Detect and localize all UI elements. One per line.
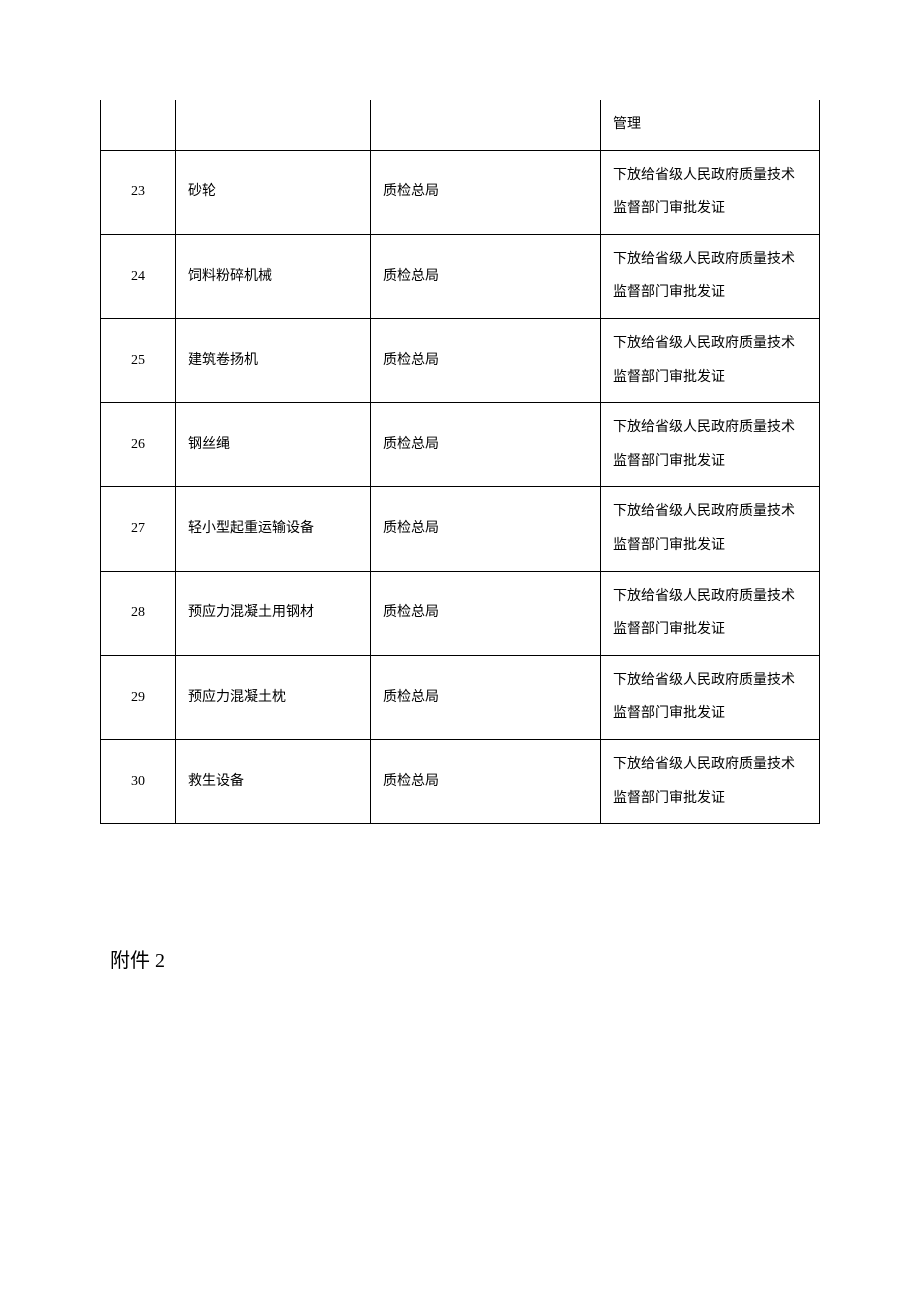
table-row: 30 救生设备 质检总局 下放给省级人民政府质量技术监督部门审批发证 bbox=[101, 739, 820, 823]
cell-num: 24 bbox=[101, 234, 176, 318]
data-table: 管理 23 砂轮 质检总局 下放给省级人民政府质量技术监督部门审批发证 24 饲… bbox=[100, 100, 820, 824]
cell-note: 下放给省级人民政府质量技术监督部门审批发证 bbox=[601, 403, 820, 487]
table-row-partial: 管理 bbox=[101, 100, 820, 150]
cell-dept: 质检总局 bbox=[371, 150, 601, 234]
table-row: 29 预应力混凝土枕 质检总局 下放给省级人民政府质量技术监督部门审批发证 bbox=[101, 655, 820, 739]
cell-name: 钢丝绳 bbox=[176, 403, 371, 487]
cell-num: 26 bbox=[101, 403, 176, 487]
cell-num: 23 bbox=[101, 150, 176, 234]
cell-name bbox=[176, 100, 371, 150]
cell-num: 25 bbox=[101, 318, 176, 402]
cell-note: 管理 bbox=[601, 100, 820, 150]
cell-note: 下放给省级人民政府质量技术监督部门审批发证 bbox=[601, 571, 820, 655]
cell-dept: 质检总局 bbox=[371, 571, 601, 655]
cell-note: 下放给省级人民政府质量技术监督部门审批发证 bbox=[601, 487, 820, 571]
cell-dept bbox=[371, 100, 601, 150]
cell-note: 下放给省级人民政府质量技术监督部门审批发证 bbox=[601, 739, 820, 823]
table-row: 24 饲料粉碎机械 质检总局 下放给省级人民政府质量技术监督部门审批发证 bbox=[101, 234, 820, 318]
cell-name: 建筑卷扬机 bbox=[176, 318, 371, 402]
cell-dept: 质检总局 bbox=[371, 487, 601, 571]
table-row: 26 钢丝绳 质检总局 下放给省级人民政府质量技术监督部门审批发证 bbox=[101, 403, 820, 487]
cell-num bbox=[101, 100, 176, 150]
table-body: 管理 23 砂轮 质检总局 下放给省级人民政府质量技术监督部门审批发证 24 饲… bbox=[101, 100, 820, 824]
cell-name: 轻小型起重运输设备 bbox=[176, 487, 371, 571]
cell-dept: 质检总局 bbox=[371, 318, 601, 402]
cell-name: 预应力混凝土用钢材 bbox=[176, 571, 371, 655]
table-row: 27 轻小型起重运输设备 质检总局 下放给省级人民政府质量技术监督部门审批发证 bbox=[101, 487, 820, 571]
cell-dept: 质检总局 bbox=[371, 234, 601, 318]
table-row: 28 预应力混凝土用钢材 质检总局 下放给省级人民政府质量技术监督部门审批发证 bbox=[101, 571, 820, 655]
cell-name: 救生设备 bbox=[176, 739, 371, 823]
table-row: 23 砂轮 质检总局 下放给省级人民政府质量技术监督部门审批发证 bbox=[101, 150, 820, 234]
cell-num: 27 bbox=[101, 487, 176, 571]
cell-note: 下放给省级人民政府质量技术监督部门审批发证 bbox=[601, 234, 820, 318]
table-row: 25 建筑卷扬机 质检总局 下放给省级人民政府质量技术监督部门审批发证 bbox=[101, 318, 820, 402]
attachment-label: 附件 2 bbox=[110, 944, 820, 973]
cell-dept: 质检总局 bbox=[371, 739, 601, 823]
cell-name: 砂轮 bbox=[176, 150, 371, 234]
cell-note: 下放给省级人民政府质量技术监督部门审批发证 bbox=[601, 150, 820, 234]
cell-dept: 质检总局 bbox=[371, 403, 601, 487]
cell-num: 28 bbox=[101, 571, 176, 655]
cell-name: 饲料粉碎机械 bbox=[176, 234, 371, 318]
cell-num: 30 bbox=[101, 739, 176, 823]
cell-note: 下放给省级人民政府质量技术监督部门审批发证 bbox=[601, 318, 820, 402]
cell-note: 下放给省级人民政府质量技术监督部门审批发证 bbox=[601, 655, 820, 739]
cell-name: 预应力混凝土枕 bbox=[176, 655, 371, 739]
cell-dept: 质检总局 bbox=[371, 655, 601, 739]
cell-num: 29 bbox=[101, 655, 176, 739]
